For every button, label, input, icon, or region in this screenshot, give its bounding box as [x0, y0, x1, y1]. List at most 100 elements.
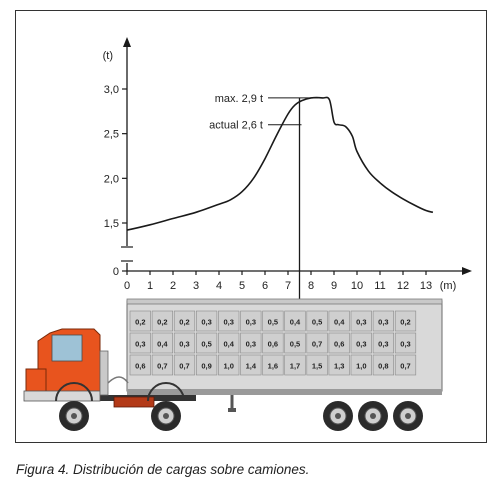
drive-wheel-axle	[163, 413, 169, 419]
load-cell-value: 0,3	[135, 340, 145, 349]
truck-bumper	[23, 390, 101, 402]
y-tick-label: 0	[113, 266, 119, 278]
figure-caption: Figura 4. Distribución de cargas sobre c…	[16, 462, 310, 477]
load-cell-value: 0,3	[246, 340, 256, 349]
load-cell	[394, 354, 417, 376]
x-tick-label: 5	[239, 280, 245, 292]
x-tick-label: 13	[420, 280, 432, 292]
fuel-tank	[113, 396, 155, 408]
load-cell	[284, 332, 306, 354]
load-cell-value: 0,2	[179, 318, 189, 327]
load-cell	[218, 354, 240, 376]
load-cell	[151, 354, 174, 376]
y-axis-arrow	[123, 37, 131, 47]
load-cell	[372, 332, 395, 354]
load-cell-value: 0,3	[223, 318, 233, 327]
load-cell	[394, 332, 417, 354]
load-cell-value: 0,8	[378, 362, 388, 371]
exhaust-stack	[99, 350, 109, 396]
load-cell-value: 1,3	[334, 362, 344, 371]
y-tick-label: 1,5	[104, 218, 119, 230]
load-cell	[173, 332, 196, 354]
load-cell	[218, 310, 240, 332]
y-axis-label: (t)	[103, 50, 113, 62]
load-cell	[240, 310, 262, 332]
load-cell-value: 0,3	[356, 340, 366, 349]
x-axis-label: (m)	[440, 280, 457, 292]
truck-illustration: 0,2 0,2 0,2 0,3 0,3 0,3 0,5 0,4 0,5 0,4 0,3 0,3 0,2 0…	[23, 298, 443, 431]
load-cell-value: 1,0	[356, 362, 366, 371]
trailer-wheel-3-axle	[405, 413, 411, 419]
x-tick-label: 2	[170, 280, 176, 292]
load-cell	[196, 310, 218, 332]
load-cell-value: 0,6	[135, 362, 145, 371]
load-cell-value: 0,3	[378, 340, 388, 349]
load-cell-value: 0,3	[378, 318, 388, 327]
landing-gear-foot	[228, 408, 236, 412]
load-cell-value: 1,7	[290, 362, 300, 371]
load-cell	[306, 332, 328, 354]
load-cell	[328, 310, 350, 332]
air-hose	[107, 376, 129, 384]
x-tick-label: 6	[262, 280, 268, 292]
load-cell	[240, 354, 262, 376]
load-cell	[173, 310, 196, 332]
load-cell-value: 0,3	[246, 318, 256, 327]
trailer-wheel-1-axle	[335, 413, 341, 419]
load-cell	[129, 332, 151, 354]
load-cell	[350, 332, 372, 354]
load-cell-value: 0,4	[157, 340, 168, 349]
y-tick-label: 3,0	[104, 84, 119, 96]
y-tick-label: 2,5	[104, 129, 119, 141]
load-cell	[372, 354, 395, 376]
load-cell	[151, 310, 174, 332]
figure-frame: (t) (m) 0 1,5 2,0 2,5 3,0 0 1 2 3 4 5 6 7 8 9 10 11 12 13 m…	[15, 10, 487, 443]
x-tick-label: 3	[193, 280, 199, 292]
load-cell-value: 0,6	[334, 340, 344, 349]
load-cell-value: 0,5	[312, 318, 322, 327]
load-cell-value: 0,3	[356, 318, 366, 327]
load-cell-value: 0,7	[400, 362, 410, 371]
load-cell-value: 0,2	[135, 318, 145, 327]
load-cell-value: 0,3	[201, 318, 211, 327]
trailer-chassis	[127, 389, 442, 395]
y-tick-label: 2,0	[104, 173, 119, 185]
load-cell-value: 0,4	[334, 318, 345, 327]
load-cell	[151, 332, 174, 354]
drive-fender	[147, 382, 185, 402]
load-cell	[328, 332, 350, 354]
load-cell	[196, 332, 218, 354]
load-cell-value: 0,6	[268, 340, 278, 349]
load-cell-value: 0,5	[268, 318, 278, 327]
load-cell	[284, 310, 306, 332]
load-cell	[284, 354, 306, 376]
x-tick-label: 11	[374, 280, 385, 292]
load-cell-value: 1,0	[223, 362, 233, 371]
trailer-roof	[126, 298, 443, 305]
load-cell	[262, 310, 284, 332]
load-cell	[262, 354, 284, 376]
load-cell	[394, 310, 417, 332]
max-load-label: max. 2,9 t	[215, 93, 263, 105]
load-cell	[328, 354, 350, 376]
load-cell	[240, 332, 262, 354]
load-cell-value: 0,3	[179, 340, 189, 349]
load-cell	[350, 310, 372, 332]
series-line	[126, 96, 434, 231]
load-cell-value: 0,4	[290, 318, 301, 327]
load-cell	[372, 310, 395, 332]
load-cell-value: 0,7	[157, 362, 167, 371]
axes: (t) (m)	[103, 37, 472, 292]
load-cell-value: 1,4	[246, 362, 257, 371]
load-cell-value: 0,5	[290, 340, 300, 349]
load-cell	[173, 354, 196, 376]
x-axis-arrow	[462, 267, 472, 275]
load-cell-value: 0,7	[312, 340, 322, 349]
load-distribution-chart: (t)(m) 01,52,02,53,00 1 2 3 4 5 6 7 8 9 10 11 12 13 m…	[23, 37, 472, 431]
load-cell-value: 0,3	[400, 340, 410, 349]
x-tick-label: 1	[147, 280, 153, 292]
load-cell	[262, 332, 284, 354]
load-cell	[350, 354, 372, 376]
x-tick-label: 10	[351, 280, 363, 292]
load-cell-value: 1,6	[268, 362, 278, 371]
